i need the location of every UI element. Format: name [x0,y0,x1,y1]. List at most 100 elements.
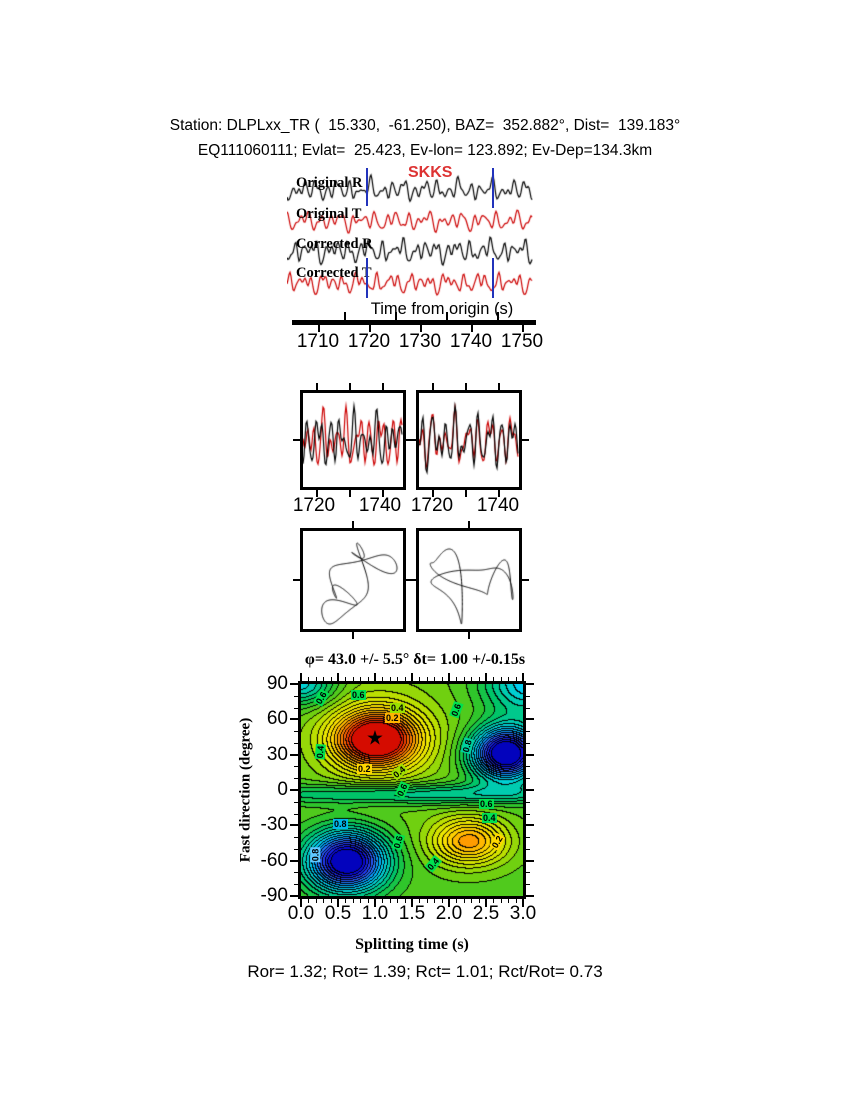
axis-tick [318,324,320,332]
axis-tick [465,490,467,497]
contour-plot-box [298,681,526,899]
axis-tick [464,677,465,681]
contour-value-label: 0.4 [482,813,497,823]
axis-tick [526,766,530,767]
axis-tick [382,899,383,903]
axis-tick [419,899,420,903]
contour-value-label: 0.6 [449,701,464,719]
axis-tick [427,899,428,903]
axis-tick [526,884,530,885]
y-tick--60: -60 [260,850,288,871]
axis-tick [497,312,499,320]
time-tick-1740: 1740 [449,331,493,352]
axis-tick [352,521,354,528]
axis-tick [526,872,530,873]
contour-value-label: 0.6 [391,833,405,851]
axis-tick [308,899,309,903]
axis-tick [316,383,318,390]
trace-label-original-t: Original T [296,206,362,222]
axis-tick [337,899,339,907]
axis-tick [526,814,530,815]
x-tick-30: 3.0 [509,903,537,924]
axis-tick [471,899,472,903]
axis-tick [485,899,487,907]
x-tick-25: 2.5 [472,903,500,924]
axis-tick [353,899,354,903]
axis-tick [411,899,413,907]
contour-value-label: 0.6 [351,690,366,700]
phase-label-skks: SKKS [408,164,453,181]
time-axis-label: Time from origin (s) [370,300,514,318]
axis-tick [448,899,450,907]
axis-tick [471,677,472,681]
panel2-tick-1740: 1740 [476,495,520,516]
window-start-line-lower [366,258,368,298]
contour-value-label: 0.4 [314,744,326,760]
axis-tick [498,383,500,390]
axis-tick [526,708,530,709]
axis-tick [501,677,502,681]
axis-tick [420,324,422,332]
axis-tick [382,677,383,681]
contour-title: φ= 43.0 +/- 5.5° δt= 1.00 +/-0.15s [304,651,526,668]
axis-tick [409,439,416,441]
axis-tick [508,677,509,681]
axis-tick [522,579,529,581]
contour-value-label: 0.6 [313,689,330,707]
axis-tick [446,312,448,320]
contour-value-label: 0.8 [310,847,321,863]
axis-tick [294,884,298,885]
axis-tick [323,899,324,903]
y-tick--30: -30 [260,814,288,835]
window-waveform-panel-corrected [416,390,522,490]
axis-tick [419,677,420,681]
contour-value-label: 0.2 [357,764,372,774]
time-axis-bar [292,320,536,325]
x-tick-05: 0.5 [324,903,352,924]
axis-tick [290,754,298,756]
y-tick-0: 0 [277,779,288,800]
contour-canvas [301,684,523,896]
axis-tick [369,324,371,332]
axis-tick [468,521,470,528]
axis-tick [522,324,524,332]
axis-tick [516,677,517,681]
axis-tick [526,731,530,732]
axis-tick [493,899,494,903]
axis-tick [349,490,351,497]
axis-tick [395,312,397,320]
axis-tick [300,673,302,681]
panel1-tick-1740: 1740 [358,495,402,516]
axis-tick [316,677,317,681]
particle-motion-panel-original [300,528,406,632]
axis-tick [508,899,509,903]
axis-tick [368,899,369,903]
axis-tick [390,899,391,903]
axis-tick [316,490,318,497]
axis-tick [344,312,346,320]
x-tick-20: 2.0 [435,903,463,924]
window-waveform-canvas-corrected [419,393,519,487]
axis-tick [374,673,376,681]
axis-tick [345,677,346,681]
particle-motion-canvas-corrected [419,531,519,629]
axis-tick [434,677,435,681]
axis-tick [345,899,346,903]
contour-value-label: 0.6 [394,781,410,799]
particle-motion-panel-corrected [416,528,522,632]
axis-tick [456,677,457,681]
y-tick-90: 90 [266,673,288,694]
axis-tick [290,718,298,720]
y-tick-60: 60 [266,708,288,729]
axis-tick [526,860,534,862]
axis-tick [465,383,467,390]
axis-tick [293,579,300,581]
trace-label-corrected-r: Corrected R [296,236,373,252]
axis-tick [390,677,391,681]
axis-tick [294,802,298,803]
y-tick--90: -90 [260,885,288,906]
axis-tick [526,802,530,803]
contour-value-label: 0.8 [333,819,348,829]
axis-tick [405,677,406,681]
